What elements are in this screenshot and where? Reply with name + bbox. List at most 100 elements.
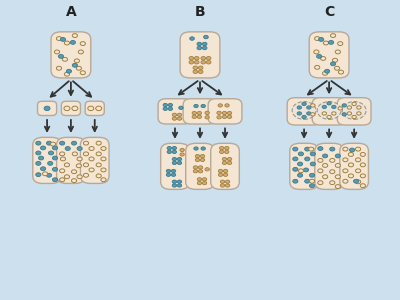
Circle shape [316, 54, 322, 58]
Circle shape [332, 105, 336, 109]
Circle shape [357, 112, 361, 115]
Circle shape [62, 57, 68, 61]
Circle shape [314, 50, 319, 54]
Circle shape [227, 161, 232, 164]
Circle shape [58, 54, 64, 58]
Circle shape [101, 178, 106, 182]
Circle shape [218, 104, 222, 107]
FancyBboxPatch shape [158, 99, 192, 124]
Circle shape [201, 61, 206, 64]
Circle shape [180, 153, 184, 156]
Circle shape [77, 175, 82, 179]
Circle shape [205, 116, 209, 119]
Circle shape [172, 180, 177, 183]
Text: B: B [195, 5, 205, 19]
FancyBboxPatch shape [61, 101, 80, 116]
Circle shape [168, 107, 172, 110]
FancyBboxPatch shape [161, 143, 189, 189]
Circle shape [322, 175, 328, 179]
Circle shape [60, 152, 65, 156]
Circle shape [223, 169, 228, 172]
Circle shape [80, 42, 86, 46]
Circle shape [322, 154, 328, 158]
Circle shape [202, 46, 207, 50]
Circle shape [200, 154, 205, 158]
FancyBboxPatch shape [290, 143, 318, 189]
Circle shape [72, 170, 77, 174]
Circle shape [72, 152, 78, 156]
Circle shape [222, 111, 227, 115]
Circle shape [350, 148, 355, 152]
Circle shape [46, 141, 52, 145]
Circle shape [320, 56, 326, 60]
FancyBboxPatch shape [38, 101, 57, 116]
Circle shape [36, 151, 41, 155]
Circle shape [327, 116, 331, 119]
Circle shape [48, 161, 53, 165]
Circle shape [197, 46, 202, 50]
Circle shape [177, 158, 182, 161]
Circle shape [64, 175, 70, 179]
Circle shape [172, 150, 176, 154]
Circle shape [96, 106, 102, 111]
Circle shape [292, 102, 316, 119]
Circle shape [338, 42, 343, 46]
Circle shape [298, 169, 304, 173]
Circle shape [60, 169, 65, 173]
Circle shape [72, 141, 77, 145]
Circle shape [360, 184, 366, 188]
FancyBboxPatch shape [33, 137, 61, 183]
Circle shape [198, 70, 203, 74]
Circle shape [56, 37, 62, 41]
Circle shape [201, 104, 205, 108]
Circle shape [343, 147, 348, 151]
Circle shape [192, 115, 196, 118]
Circle shape [305, 157, 310, 161]
Circle shape [172, 184, 177, 187]
Circle shape [222, 158, 227, 161]
FancyBboxPatch shape [186, 143, 214, 189]
Circle shape [347, 106, 352, 109]
Circle shape [205, 168, 209, 171]
FancyBboxPatch shape [337, 98, 371, 125]
Circle shape [36, 161, 41, 165]
Circle shape [298, 152, 304, 156]
Circle shape [342, 104, 346, 107]
Circle shape [322, 105, 326, 109]
Circle shape [335, 164, 340, 167]
Circle shape [322, 164, 328, 167]
Circle shape [189, 56, 194, 60]
Circle shape [166, 173, 171, 176]
Circle shape [101, 157, 106, 161]
Circle shape [96, 174, 101, 178]
Circle shape [360, 174, 366, 178]
Circle shape [352, 116, 356, 119]
Circle shape [322, 71, 328, 75]
Circle shape [52, 167, 58, 171]
Circle shape [193, 166, 198, 169]
Circle shape [84, 141, 88, 145]
FancyBboxPatch shape [309, 32, 349, 78]
Circle shape [309, 147, 314, 151]
Circle shape [200, 158, 205, 162]
Circle shape [171, 169, 176, 172]
Circle shape [317, 102, 341, 119]
Circle shape [177, 184, 182, 187]
Circle shape [46, 173, 52, 177]
Circle shape [305, 147, 310, 151]
Circle shape [193, 169, 198, 173]
Circle shape [343, 179, 348, 183]
Circle shape [222, 161, 227, 164]
FancyBboxPatch shape [211, 143, 239, 189]
Circle shape [297, 112, 302, 115]
Circle shape [201, 147, 205, 150]
Circle shape [310, 152, 315, 156]
Circle shape [167, 146, 172, 150]
Circle shape [84, 163, 88, 167]
Circle shape [311, 113, 315, 116]
Circle shape [179, 106, 183, 109]
Text: A: A [66, 5, 76, 19]
Circle shape [204, 35, 208, 39]
FancyBboxPatch shape [315, 143, 343, 189]
Circle shape [335, 175, 340, 179]
